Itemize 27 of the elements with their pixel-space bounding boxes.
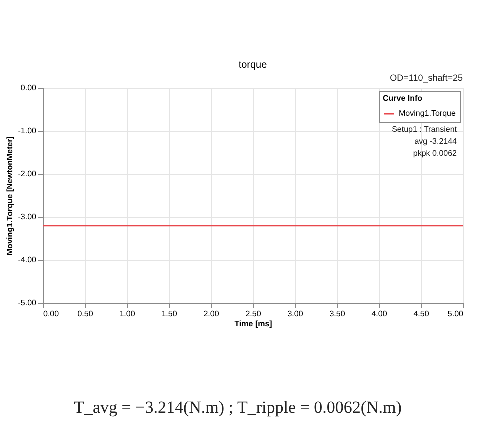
y-tick-label: 0.00 [20, 84, 38, 92]
text: OD=110_shaft=25 [390, 73, 463, 83]
x-tick-label: 4.50 [414, 310, 430, 318]
x-tick-label: 4.00 [372, 310, 388, 318]
x-tick-label: 3.00 [288, 310, 304, 318]
x-tick-label: 3.50 [330, 310, 346, 318]
chart-title: torque [238, 60, 268, 71]
y-tick-label: -5.00 [18, 298, 38, 308]
text: T_avg = −3.214(N.m) ; T_ripple = 0.0062(N.m) [74, 398, 402, 417]
annotation: Setup1 : Transient [392, 125, 458, 134]
y-tick-label: -4.00 [18, 256, 38, 264]
x-tick-label: 0.00 [44, 310, 60, 318]
y-tick-label: -2.00 [18, 170, 38, 178]
x-tick-label: 1.50 [162, 310, 178, 318]
x-tick-label: 2.00 [204, 310, 220, 318]
x-axis-title: Time [ms] [234, 320, 273, 328]
x-tick-label: 2.50 [246, 310, 262, 318]
y-tick-label: -1.00 [18, 126, 38, 136]
y-tick-label: -3.00 [18, 212, 38, 222]
legend-title: Curve Info [383, 94, 423, 103]
x-tick-label: 0.50 [78, 310, 94, 318]
annotation: avg -3.2144 [414, 137, 458, 146]
x-tick-label: 5.00 [448, 310, 464, 318]
annotation: pkpk 0.0062 [413, 149, 458, 158]
x-tick-label: 1.00 [120, 310, 136, 318]
y-axis-title: Moving1.Torque [NewtonMeter] [5, 136, 14, 256]
legend-label: Moving1.Torque [399, 109, 456, 118]
